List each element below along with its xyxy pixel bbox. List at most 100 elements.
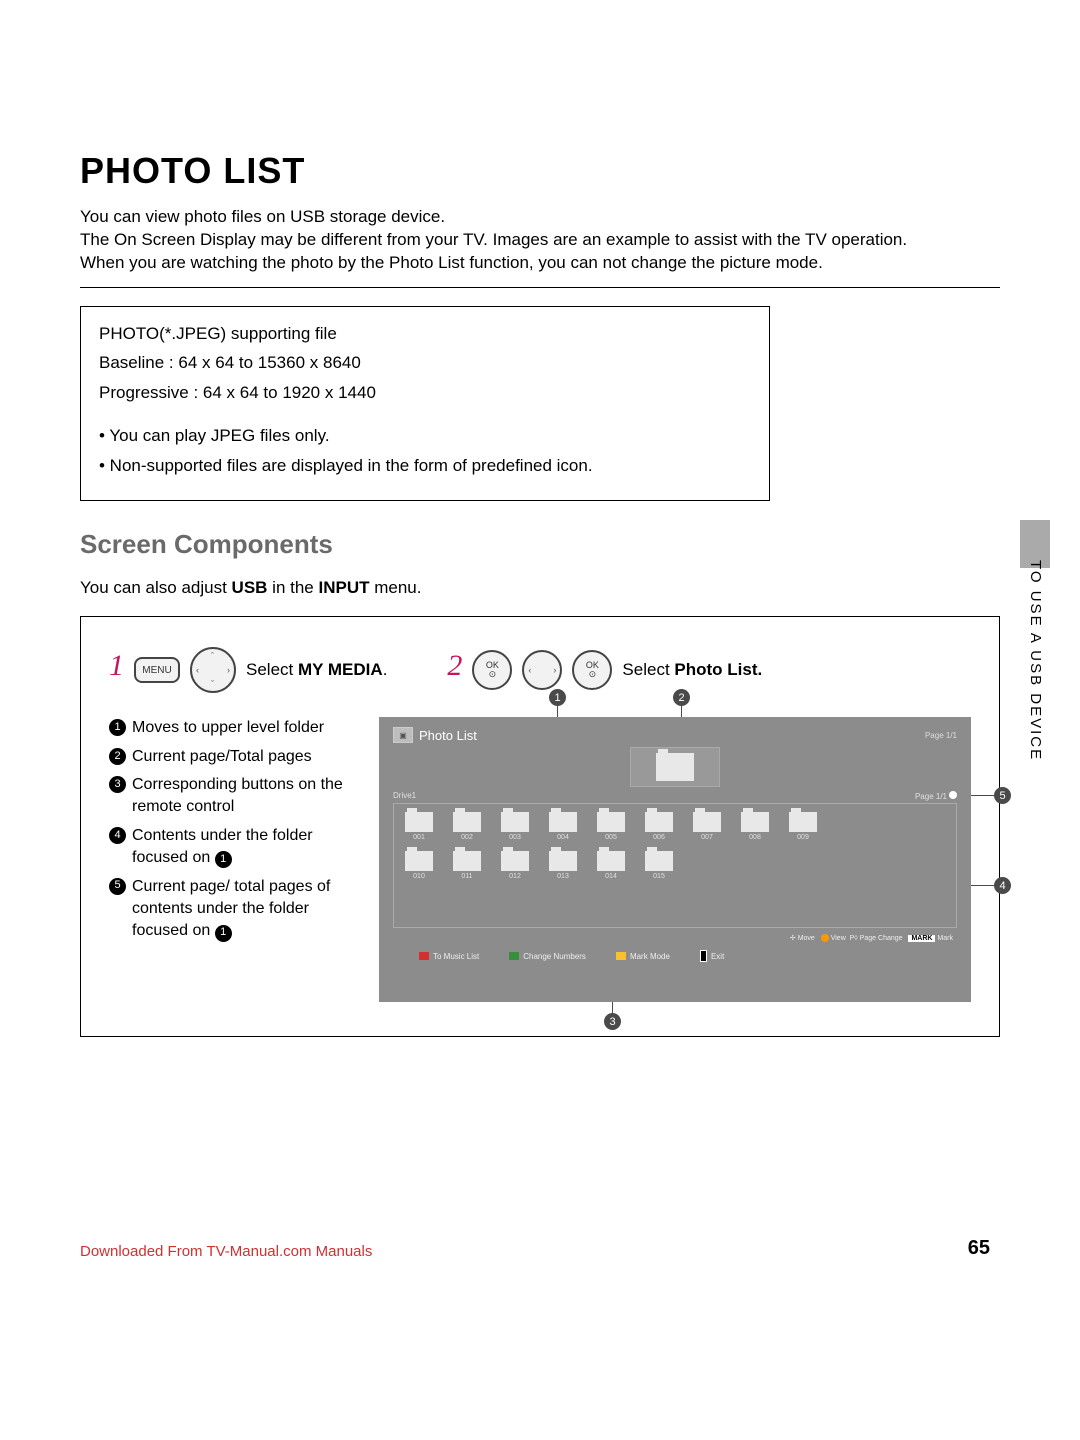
menu-button-icon: MENU — [134, 657, 180, 683]
txt: Select — [246, 660, 298, 679]
txt-bold: Photo List. — [674, 660, 762, 679]
divider — [80, 287, 1000, 288]
folder-label: 004 — [557, 834, 569, 841]
folder-item: 015 — [642, 851, 676, 880]
folder-item: 005 — [594, 812, 628, 841]
spec-line: PHOTO(*.JPEG) supporting file — [99, 321, 751, 347]
tv-title: Photo List — [419, 728, 477, 743]
folder-label: 007 — [701, 834, 713, 841]
legend: 1Moves to upper level folder 2Current pa… — [109, 717, 369, 949]
intro-line: You can view photo files on USB storage … — [80, 206, 1000, 229]
side-tab: TO USE A USB DEVICE — [1014, 520, 1050, 780]
folder-item: 004 — [546, 812, 580, 841]
step-label: Select MY MEDIA. — [246, 660, 387, 680]
txt: . — [383, 660, 388, 679]
page-number: 65 — [968, 1237, 990, 1260]
color-button: Mark Mode — [616, 950, 670, 962]
folder-item: 002 — [450, 812, 484, 841]
folder-label: 001 — [413, 834, 425, 841]
txt: in the — [267, 578, 318, 597]
folder-label: 014 — [605, 873, 617, 880]
folder-icon — [405, 812, 433, 832]
folder-icon — [597, 851, 625, 871]
folder-label: 003 — [509, 834, 521, 841]
button-bar: To Music List Change Numbers Mark Mode E… — [379, 944, 971, 972]
hint-bar: ✢ Move View P◊ Page Change MARKMark — [379, 928, 971, 944]
folder-icon — [693, 812, 721, 832]
nav-lr-button-icon: ‹› — [522, 650, 562, 690]
folder-icon — [597, 812, 625, 832]
folder-item: 012 — [498, 851, 532, 880]
intro-block: You can view photo files on USB storage … — [80, 206, 1000, 275]
folder-item: 010 — [402, 851, 436, 880]
ok-button-icon: OK⊙ — [572, 650, 612, 690]
legend-item: 1Moves to upper level folder — [109, 717, 369, 739]
folder-icon — [453, 851, 481, 871]
folder-icon — [501, 851, 529, 871]
spec-bullet: • You can play JPEG files only. — [99, 423, 751, 449]
legend-text: Current page/Total pages — [132, 746, 312, 768]
marker-3: 3 — [604, 1013, 621, 1030]
folder-item: 011 — [450, 851, 484, 880]
legend-item: 5Current page/ total pages of contents u… — [109, 876, 369, 943]
ok-button-icon: OK⊙ — [472, 650, 512, 690]
legend-item: 4Contents under the folder focused on 1 — [109, 825, 369, 870]
page-indicator: Page 1/1 — [925, 731, 957, 740]
drive-label: Drive1 — [393, 791, 416, 801]
folder-label: 009 — [797, 834, 809, 841]
legend-text: Contents under the folder focused on 1 — [132, 825, 369, 870]
folder-icon — [645, 812, 673, 832]
tv-screen: ▣ Photo List Page 1/1 Drive1 Page 1/1 00… — [379, 717, 971, 1002]
marker-1: 1 — [549, 689, 566, 706]
txt: menu. — [370, 578, 422, 597]
folder-label: 012 — [509, 873, 521, 880]
folder-label: 011 — [461, 873, 472, 880]
folder-grid: 001002003004005006007008009 010011012013… — [393, 803, 957, 928]
folder-label: 010 — [413, 873, 425, 880]
folder-icon — [405, 851, 433, 871]
diagram-frame: 1 MENU ˆˇ‹› Select MY MEDIA. 2 OK⊙ ‹› OK… — [80, 616, 1000, 1037]
folder-item: 007 — [690, 812, 724, 841]
folder-icon — [645, 851, 673, 871]
step-label: Select Photo List. — [622, 660, 762, 680]
color-button: Change Numbers — [509, 950, 586, 962]
folder-icon — [656, 753, 694, 781]
marker-5: 5 — [994, 787, 1011, 804]
folder-label: 005 — [605, 834, 617, 841]
spec-bullet: • Non-supported files are displayed in t… — [99, 453, 751, 479]
folder-label: 006 — [653, 834, 665, 841]
color-button: To Music List — [419, 950, 479, 962]
legend-text: Moves to upper level folder — [132, 717, 324, 739]
spec-box: PHOTO(*.JPEG) supporting file Baseline :… — [80, 306, 770, 502]
txt-bold: INPUT — [319, 578, 370, 597]
folder-label: 002 — [461, 834, 473, 841]
page-title: PHOTO LIST — [80, 150, 1000, 192]
nav-button-icon: ˆˇ‹› — [190, 647, 236, 693]
legend-item: 2Current page/Total pages — [109, 746, 369, 768]
color-button: Exit — [700, 950, 724, 962]
marker-2: 2 — [673, 689, 690, 706]
txt-bold: USB — [232, 578, 268, 597]
folder-item: 003 — [498, 812, 532, 841]
side-tab-text: TO USE A USB DEVICE — [1027, 560, 1044, 761]
folder-icon — [549, 851, 577, 871]
step-number: 1 — [109, 649, 124, 683]
intro-line: When you are watching the photo by the P… — [80, 252, 1000, 275]
folder-item: 008 — [738, 812, 772, 841]
legend-text: Corresponding buttons on the remote cont… — [132, 774, 369, 819]
folder-label: 015 — [653, 873, 665, 880]
folder-icon — [549, 812, 577, 832]
folder-item: 006 — [642, 812, 676, 841]
folder-label: 008 — [749, 834, 761, 841]
sub-page-indicator: Page 1/1 — [915, 791, 957, 801]
spec-line: Baseline : 64 x 64 to 15360 x 8640 — [99, 350, 751, 376]
txt: Select — [622, 660, 674, 679]
photo-icon: ▣ — [393, 727, 413, 743]
section-heading: Screen Components — [80, 529, 1000, 560]
up-folder — [630, 747, 720, 787]
legend-item: 3Corresponding buttons on the remote con… — [109, 774, 369, 819]
tv-screenshot: 1 2 5 4 3 ▣ Photo List Page 1/1 — [379, 717, 971, 1002]
folder-item: 014 — [594, 851, 628, 880]
folder-icon — [453, 812, 481, 832]
txt-bold: MY MEDIA — [298, 660, 383, 679]
